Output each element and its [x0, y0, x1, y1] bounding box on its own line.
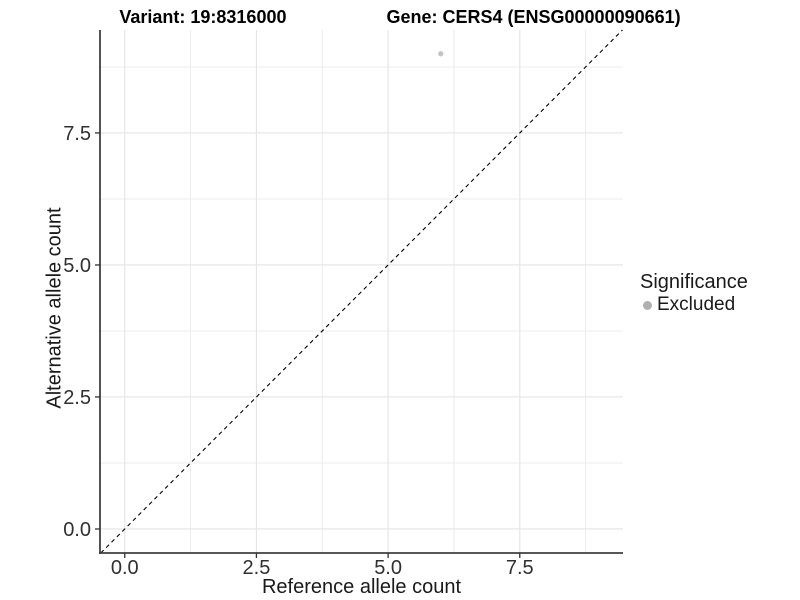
y-axis-title: Alternative allele count	[43, 207, 66, 409]
legend: Significance Excluded	[640, 271, 748, 316]
y-tick-label: 5.0	[63, 255, 91, 277]
legend-item-label: Excluded	[657, 294, 736, 315]
data-point	[438, 51, 444, 57]
gene-title: Gene: CERS4 (ENSG00000090661)	[386, 7, 681, 27]
x-tick-label: 5.0	[374, 557, 402, 579]
legend-title: Significance	[640, 271, 748, 293]
identity-line	[100, 29, 623, 554]
legend-item: Excluded	[640, 294, 748, 316]
x-tick-label: 2.5	[243, 557, 271, 579]
x-tick-label: 0.0	[111, 557, 139, 579]
plot-title: Variant: 19:8316000 Gene: CERS4 (ENSG000…	[0, 7, 800, 27]
x-axis-title: Reference allele count	[261, 576, 461, 598]
legend-point-icon	[643, 300, 652, 310]
x-tick-label: 7.5	[506, 557, 534, 579]
y-tick-label: 7.5	[63, 123, 91, 145]
y-tick-label: 2.5	[63, 387, 91, 409]
y-tick-label: 0.0	[63, 519, 91, 541]
legend-items: Excluded	[640, 294, 748, 316]
variant-title: Variant: 19:8316000	[119, 7, 287, 27]
